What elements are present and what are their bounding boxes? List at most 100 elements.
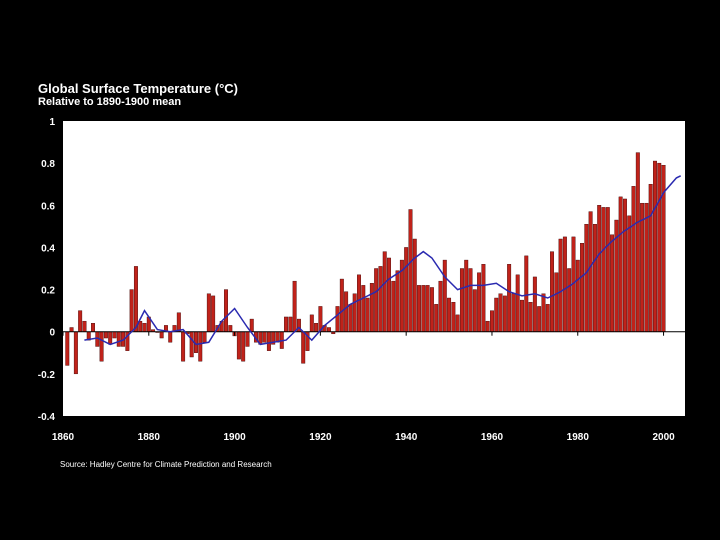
temperature-bar [511, 293, 516, 332]
temperature-bar [605, 207, 610, 332]
temperature-bar [288, 316, 293, 332]
temperature-bar [648, 184, 653, 332]
temperature-bar [584, 224, 589, 332]
temperature-bar [361, 285, 366, 332]
temperature-bar [490, 310, 494, 332]
temperature-bar [91, 323, 95, 332]
chart-subtitle: Relative to 1890-1900 mean [38, 96, 182, 108]
temperature-bar [206, 293, 211, 332]
x-tick-label: 1880 [138, 432, 161, 443]
temperature-bar [494, 297, 499, 332]
y-tick-label: -0.4 [38, 412, 56, 423]
temperature-bar [133, 266, 138, 332]
chart-title: Global Surface Temperature (°C) [38, 81, 239, 96]
temperature-bar [103, 331, 108, 339]
x-tick-label: 1960 [481, 432, 504, 443]
temperature-bar [69, 327, 74, 332]
temperature-bar [241, 331, 246, 362]
temperature-bar [524, 255, 529, 332]
temperature-bar [588, 211, 593, 332]
temperature-bar [78, 310, 83, 332]
temperature-bar [266, 331, 271, 351]
temperature-bar [580, 243, 585, 332]
temperature-bar [502, 295, 507, 332]
y-tick-label: 0.2 [41, 286, 55, 297]
temperature-bar [202, 331, 207, 343]
temperature-bar [468, 268, 473, 332]
temperature-bar [65, 331, 70, 366]
temperature-bar [515, 274, 520, 332]
x-tick-label: 1920 [309, 432, 332, 443]
temperature-bar [181, 331, 186, 362]
temperature-bar [657, 162, 662, 332]
temperature-bar [344, 291, 349, 332]
temperature-bar [498, 293, 503, 332]
y-tick-label: 0 [49, 328, 55, 339]
temperature-bar [112, 331, 117, 339]
temperature-bar [520, 299, 524, 332]
temperature-bar [438, 280, 443, 332]
temperature-bar [528, 302, 533, 332]
temperature-bar [610, 234, 615, 332]
temperature-bar [507, 264, 512, 332]
temperature-bar [327, 327, 331, 332]
temperature-bar [447, 297, 452, 332]
y-tick-label: 0.8 [41, 159, 55, 170]
x-axis: 1860 1880 1900 1920 1940 1960 1980 2000 [52, 331, 675, 443]
temperature-bar [601, 207, 606, 332]
y-tick-label: 0.4 [41, 243, 55, 254]
temperature-bar [485, 320, 490, 332]
temperature-bar [442, 259, 447, 332]
temperature-bar [622, 198, 627, 332]
temperature-bar [477, 272, 482, 332]
temperature-bar [374, 268, 379, 332]
temperature-bar [73, 331, 78, 375]
temperature-bar [653, 160, 657, 332]
temperature-bar [635, 152, 640, 332]
y-tick-label: -0.2 [38, 370, 56, 381]
temperature-bar [245, 331, 250, 347]
temperature-bar [417, 285, 421, 332]
temperature-bar [412, 238, 417, 332]
temperature-bar [404, 247, 409, 332]
temperature-bar [451, 302, 456, 332]
temperature-bar [567, 268, 572, 332]
temperature-bar [464, 259, 469, 332]
temperature-bar [228, 325, 233, 332]
temperature-bar [382, 251, 387, 332]
temperature-bar [198, 331, 203, 362]
temperature-bar [575, 259, 580, 332]
temperature-bar [562, 236, 567, 332]
temperature-bar [545, 304, 550, 332]
temperature-bar [532, 276, 537, 332]
temperature-bar [597, 205, 602, 332]
temperature-bar [408, 209, 413, 332]
temperature-bar [558, 238, 563, 332]
temperature-bar [314, 323, 319, 332]
temperature-bar [142, 323, 147, 332]
temperature-bar [82, 320, 87, 332]
temperature-bar [284, 316, 289, 332]
temperature-bar [434, 304, 439, 332]
y-tick-label: 0.6 [41, 201, 55, 212]
temperature-bar [618, 196, 623, 332]
temperature-bar [129, 289, 134, 332]
temperature-bar [391, 280, 396, 332]
temperature-bar [554, 272, 559, 332]
temperature-bar [339, 278, 344, 332]
temperature-bar [421, 285, 426, 332]
temperature-bar [592, 224, 597, 332]
temperature-bar [309, 314, 314, 332]
temperature-bar [550, 251, 554, 332]
temperature-bar [176, 312, 181, 332]
temperature-bar [541, 293, 546, 332]
temperature-bar [116, 331, 121, 347]
temperature-bar [224, 289, 228, 332]
temperature-bar [189, 331, 194, 358]
temperature-bar [472, 289, 477, 332]
temperature-bar [627, 215, 632, 332]
temperature-bar [369, 283, 374, 332]
x-tick-label: 1980 [567, 432, 590, 443]
y-tick-label: 1 [49, 117, 55, 128]
